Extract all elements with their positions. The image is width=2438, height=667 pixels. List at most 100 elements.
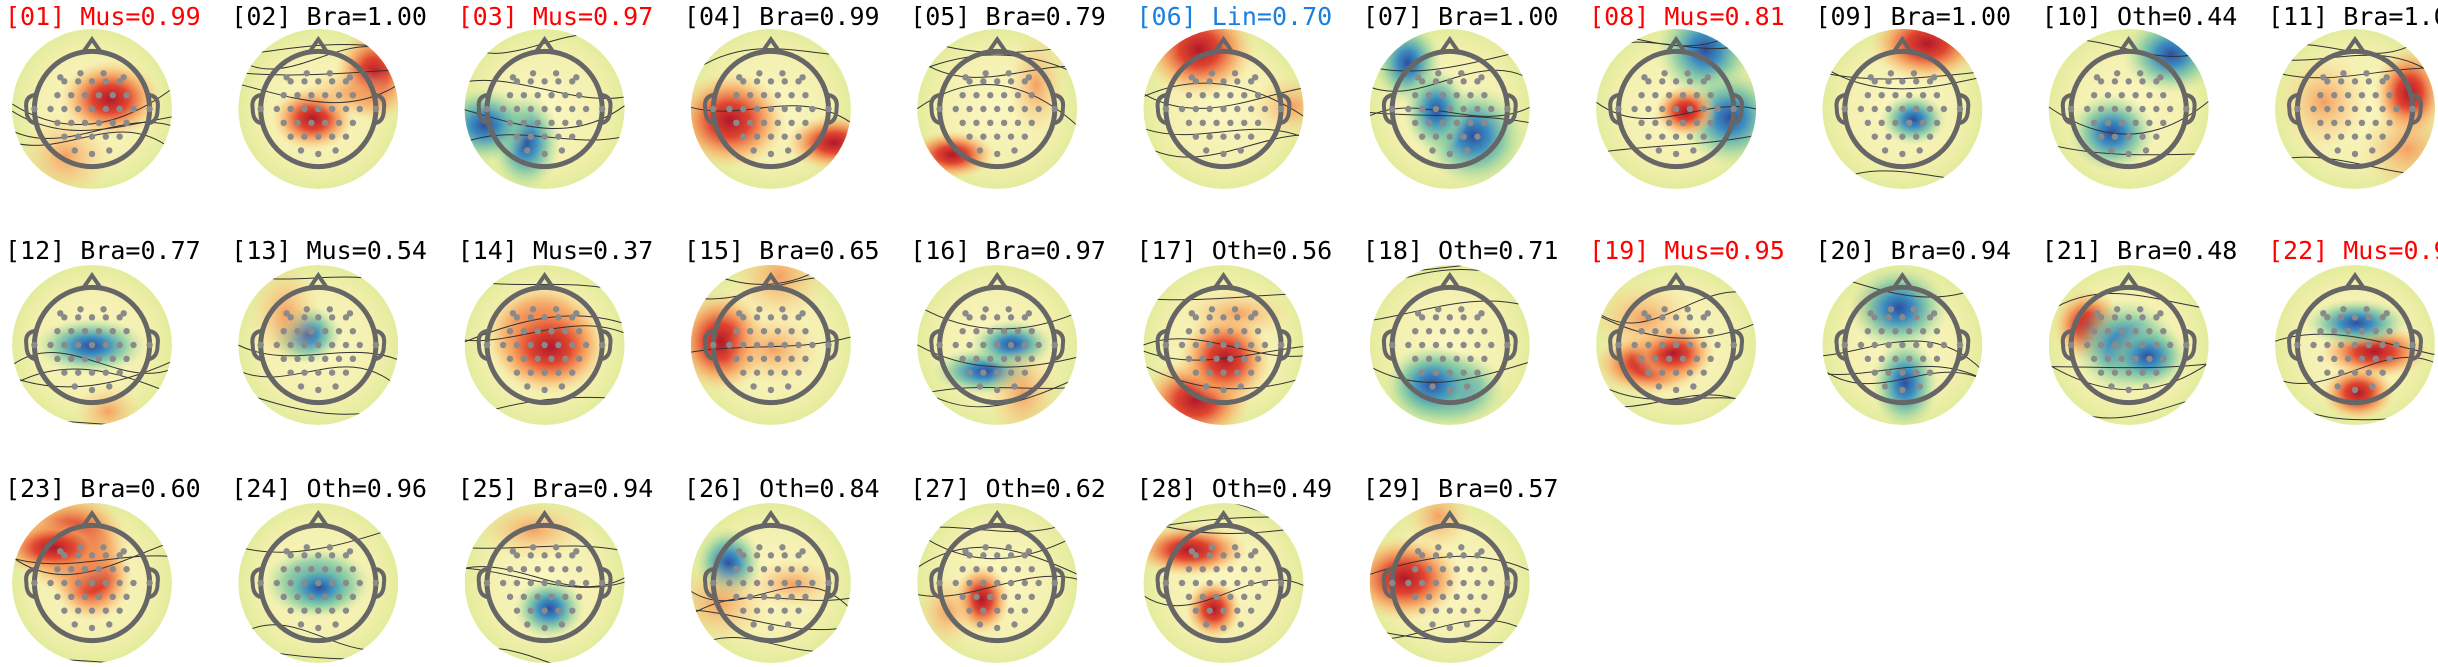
electrode (733, 119, 740, 127)
electrode (1504, 341, 1511, 349)
electrode (1453, 327, 1460, 335)
electrode (562, 355, 569, 363)
electrode (326, 544, 334, 551)
electrode (1206, 105, 1213, 113)
electrode (802, 91, 809, 99)
head-ear (1054, 567, 1066, 599)
electrode (342, 314, 350, 321)
electrode (1714, 105, 1721, 113)
electrode (2365, 341, 2373, 349)
electrode (1460, 105, 1467, 113)
electrode (257, 341, 264, 349)
electrode (1481, 327, 1488, 335)
electrode (1885, 341, 1892, 349)
electrode (509, 310, 517, 317)
electrode (1234, 133, 1241, 140)
head-nose (81, 271, 103, 290)
electrode (2153, 105, 2160, 113)
electrode (74, 579, 82, 587)
electrode (1638, 327, 1645, 335)
head-ear (1834, 329, 1846, 361)
topomap (917, 503, 1078, 663)
head-ear (148, 329, 160, 361)
electrode (1659, 341, 1666, 349)
electrode (582, 341, 590, 349)
electrode (774, 565, 782, 573)
electrode (987, 565, 994, 573)
electrode (1192, 607, 1200, 614)
electrode (1956, 105, 1964, 113)
field-blob (1143, 29, 1256, 98)
topomap (1596, 265, 1757, 425)
electrode (146, 105, 153, 113)
electrode (746, 119, 754, 127)
electrode (1021, 314, 1029, 321)
electrode (753, 607, 761, 614)
electrode (2166, 341, 2174, 349)
electrode (74, 552, 82, 559)
electrode (301, 341, 308, 349)
electrode (733, 355, 740, 363)
electrode (994, 133, 1001, 140)
electrode (328, 78, 336, 85)
electrode (2137, 70, 2144, 77)
electrode (1007, 133, 1015, 140)
electrode (1432, 552, 1440, 559)
contour-line (464, 545, 625, 552)
electrode (575, 593, 583, 601)
electrode (74, 369, 82, 376)
electrode (1389, 341, 1396, 349)
electrode (760, 91, 768, 99)
electrode (527, 133, 534, 140)
electrode (1227, 119, 1234, 127)
electrode (2310, 341, 2317, 349)
electrode (524, 621, 531, 628)
electrode (349, 327, 357, 335)
electrode (799, 74, 806, 81)
component-label: [18] Oth=0.71 (1363, 236, 1559, 265)
electrode (301, 105, 308, 113)
electrode (2369, 147, 2376, 154)
electrode (372, 105, 380, 113)
electrode (1412, 119, 1419, 127)
electrode (756, 70, 763, 77)
electrode (2337, 78, 2345, 85)
electrode (342, 133, 350, 140)
head-nose (1439, 35, 1461, 54)
electrode (1234, 341, 1241, 349)
component-label: [25] Bra=0.94 (458, 474, 654, 503)
electrode (2153, 78, 2160, 85)
electrode (788, 91, 795, 99)
electrode (2125, 341, 2132, 349)
electrode (2132, 119, 2139, 127)
electrode (2132, 91, 2139, 99)
electrode (740, 133, 747, 140)
electrode (994, 386, 1001, 394)
head-nose (986, 271, 1008, 290)
electrode (980, 341, 987, 349)
electrode (1028, 355, 1035, 363)
electrode (569, 579, 576, 587)
electrode (1655, 383, 1663, 390)
electrode (287, 552, 294, 559)
electrode (959, 593, 966, 601)
electrode (1926, 314, 1934, 321)
electrode (102, 552, 110, 559)
electrode (982, 306, 989, 313)
electrode (1446, 314, 1454, 321)
electrode (68, 91, 75, 99)
head-ear (24, 93, 36, 125)
electrode (1453, 355, 1460, 363)
electrode (936, 105, 943, 113)
electrode (1730, 105, 1737, 113)
electrode (736, 74, 743, 81)
electrode (54, 91, 61, 99)
electrode (61, 607, 68, 614)
electrode (1446, 386, 1454, 394)
electrode (1665, 91, 1673, 99)
electrode (520, 119, 528, 127)
electrode (1481, 565, 1488, 573)
electrode (980, 369, 987, 376)
topomap (12, 29, 172, 189)
electrode (1446, 369, 1454, 376)
